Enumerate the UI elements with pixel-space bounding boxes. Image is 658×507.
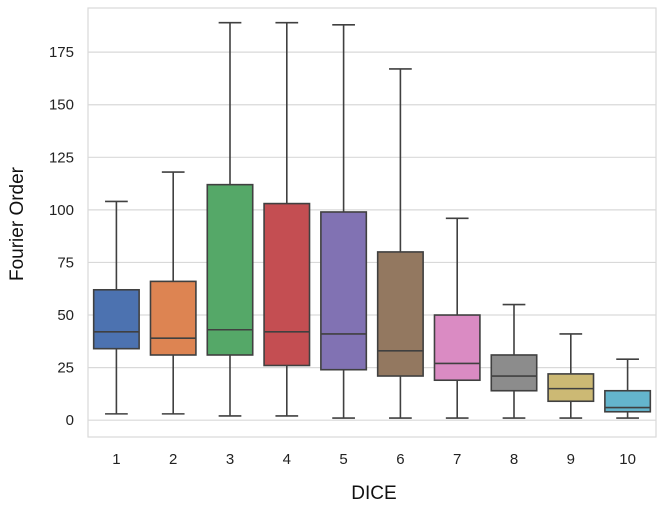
box-2 xyxy=(149,171,197,415)
box-4 xyxy=(263,21,311,417)
x-tick-label: 3 xyxy=(226,451,234,468)
x-tick-label: 5 xyxy=(339,451,347,468)
y-axis-title: Fourier Order xyxy=(7,166,28,281)
y-tick-label: 0 xyxy=(66,412,74,429)
axes: 0 25 50 75 100 125 150 175 1 2 3 4 5 6 7 8 9 10 xyxy=(49,44,636,468)
y-tick-label: 25 xyxy=(57,360,74,377)
x-tick-label: 9 xyxy=(567,451,575,468)
box-body xyxy=(206,183,254,356)
box-1 xyxy=(92,200,140,415)
y-tick-label: 175 xyxy=(49,44,74,61)
box-6 xyxy=(376,68,424,419)
x-tick-label: 2 xyxy=(169,451,177,468)
box-body xyxy=(547,373,595,403)
y-tick-label: 75 xyxy=(57,254,74,271)
box-10 xyxy=(604,358,652,419)
box-9 xyxy=(547,333,595,419)
box-7 xyxy=(433,217,481,419)
plot-frame xyxy=(87,7,657,438)
x-tick-label: 1 xyxy=(112,451,120,468)
x-tick-label: 4 xyxy=(283,451,291,468)
x-tick-label: 6 xyxy=(396,451,404,468)
x-axis-title: DICE xyxy=(351,483,396,504)
box-body xyxy=(376,251,424,377)
box-3 xyxy=(206,21,254,417)
y-tick-label: 50 xyxy=(57,307,74,324)
box-body xyxy=(320,211,368,371)
box-body xyxy=(263,202,311,367)
box-body xyxy=(433,314,481,382)
x-tick-label: 7 xyxy=(453,451,461,468)
x-tick-label: 8 xyxy=(510,451,518,468)
y-tick-label: 100 xyxy=(49,202,74,219)
grid-lines xyxy=(87,7,657,438)
box-body xyxy=(490,354,538,392)
box-8 xyxy=(490,303,538,419)
y-tick-label: 125 xyxy=(49,149,74,166)
box-body xyxy=(604,389,652,413)
x-tick-label: 10 xyxy=(619,451,636,468)
box-body xyxy=(92,288,140,350)
box-series xyxy=(92,21,652,419)
box-5 xyxy=(320,24,368,419)
box-body xyxy=(149,280,197,356)
y-tick-label: 150 xyxy=(49,97,74,114)
